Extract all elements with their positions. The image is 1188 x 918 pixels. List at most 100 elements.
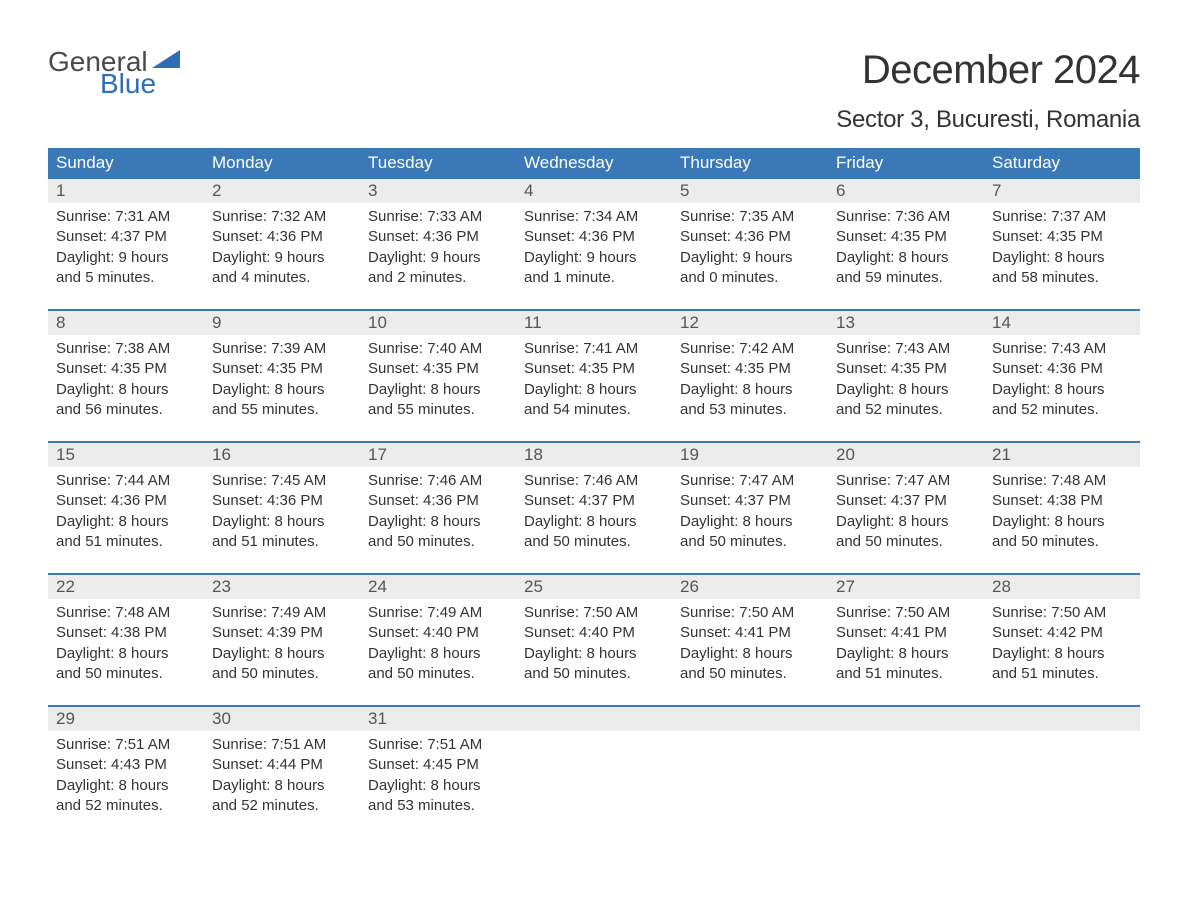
- day-cell: [984, 731, 1140, 819]
- day-cell-line: Daylight: 8 hours: [56, 776, 196, 796]
- day-cell: Sunrise: 7:46 AMSunset: 4:36 PMDaylight:…: [360, 467, 516, 555]
- day-cell-line: Sunrise: 7:41 AM: [524, 339, 664, 359]
- day-cell-line: Sunset: 4:36 PM: [524, 227, 664, 247]
- col-header-friday: Friday: [828, 148, 984, 179]
- day-cell-line: Daylight: 8 hours: [368, 776, 508, 796]
- day-cell-line: Sunset: 4:35 PM: [56, 359, 196, 379]
- day-cell-line: Daylight: 8 hours: [992, 248, 1132, 268]
- day-number: 30: [204, 707, 360, 731]
- day-cell: Sunrise: 7:36 AMSunset: 4:35 PMDaylight:…: [828, 203, 984, 291]
- day-cell-line: Sunrise: 7:51 AM: [368, 735, 508, 755]
- day-number-row: 22232425262728: [48, 575, 1140, 599]
- day-number-row: 15161718192021: [48, 443, 1140, 467]
- day-number: 3: [360, 179, 516, 203]
- day-cell-line: and 50 minutes.: [836, 532, 976, 552]
- page-subtitle: Sector 3, Bucuresti, Romania: [48, 106, 1140, 134]
- day-cell: Sunrise: 7:31 AMSunset: 4:37 PMDaylight:…: [48, 203, 204, 291]
- day-cell: Sunrise: 7:37 AMSunset: 4:35 PMDaylight:…: [984, 203, 1140, 291]
- day-cell-line: and 58 minutes.: [992, 268, 1132, 288]
- day-cells-row: Sunrise: 7:44 AMSunset: 4:36 PMDaylight:…: [48, 467, 1140, 555]
- day-cell: Sunrise: 7:40 AMSunset: 4:35 PMDaylight:…: [360, 335, 516, 423]
- day-number: 26: [672, 575, 828, 599]
- col-header-thursday: Thursday: [672, 148, 828, 179]
- day-cell-line: Sunrise: 7:35 AM: [680, 207, 820, 227]
- day-number: 24: [360, 575, 516, 599]
- day-cell-line: Sunrise: 7:38 AM: [56, 339, 196, 359]
- day-number: 18: [516, 443, 672, 467]
- day-cell: Sunrise: 7:33 AMSunset: 4:36 PMDaylight:…: [360, 203, 516, 291]
- day-cell-line: and 52 minutes.: [836, 400, 976, 420]
- day-cell-line: Daylight: 8 hours: [836, 380, 976, 400]
- day-cell-line: Sunset: 4:36 PM: [212, 227, 352, 247]
- day-cell: Sunrise: 7:48 AMSunset: 4:38 PMDaylight:…: [984, 467, 1140, 555]
- day-cell: Sunrise: 7:39 AMSunset: 4:35 PMDaylight:…: [204, 335, 360, 423]
- day-cell: Sunrise: 7:38 AMSunset: 4:35 PMDaylight:…: [48, 335, 204, 423]
- day-cell-line: and 52 minutes.: [56, 796, 196, 816]
- day-number-row: 891011121314: [48, 311, 1140, 335]
- day-cell-line: Sunset: 4:37 PM: [680, 491, 820, 511]
- day-cell-line: Daylight: 9 hours: [680, 248, 820, 268]
- day-cell-line: and 52 minutes.: [212, 796, 352, 816]
- day-cell-line: Sunrise: 7:47 AM: [836, 471, 976, 491]
- title-block: December 2024: [862, 48, 1140, 93]
- header-row: General Blue December 2024: [48, 48, 1140, 98]
- day-cell-line: Sunset: 4:38 PM: [992, 491, 1132, 511]
- day-cell-line: Daylight: 8 hours: [992, 644, 1132, 664]
- day-cell-line: Daylight: 9 hours: [524, 248, 664, 268]
- day-cell-line: Daylight: 8 hours: [524, 512, 664, 532]
- day-number-row: 293031: [48, 707, 1140, 731]
- col-header-sunday: Sunday: [48, 148, 204, 179]
- day-cell-line: Sunrise: 7:49 AM: [212, 603, 352, 623]
- day-cell-line: and 50 minutes.: [524, 664, 664, 684]
- day-cell: Sunrise: 7:42 AMSunset: 4:35 PMDaylight:…: [672, 335, 828, 423]
- day-cell: [828, 731, 984, 819]
- day-cell-line: Sunset: 4:35 PM: [992, 227, 1132, 247]
- day-number: 28: [984, 575, 1140, 599]
- day-number: [828, 707, 984, 731]
- day-number: 6: [828, 179, 984, 203]
- day-cells-row: Sunrise: 7:38 AMSunset: 4:35 PMDaylight:…: [48, 335, 1140, 423]
- day-cell-line: Sunrise: 7:51 AM: [56, 735, 196, 755]
- day-number: 11: [516, 311, 672, 335]
- week-row: 1234567Sunrise: 7:31 AMSunset: 4:37 PMDa…: [48, 179, 1140, 291]
- day-cell-line: Daylight: 8 hours: [680, 644, 820, 664]
- day-number: 10: [360, 311, 516, 335]
- day-number: 15: [48, 443, 204, 467]
- day-cell-line: Daylight: 8 hours: [56, 380, 196, 400]
- day-cell: Sunrise: 7:46 AMSunset: 4:37 PMDaylight:…: [516, 467, 672, 555]
- day-cell-line: and 56 minutes.: [56, 400, 196, 420]
- day-cell-line: Sunset: 4:35 PM: [836, 227, 976, 247]
- day-cell-line: Sunrise: 7:50 AM: [836, 603, 976, 623]
- day-cell-line: Daylight: 8 hours: [212, 380, 352, 400]
- page-title: December 2024: [862, 48, 1140, 93]
- day-cell: Sunrise: 7:41 AMSunset: 4:35 PMDaylight:…: [516, 335, 672, 423]
- day-cell-line: Sunrise: 7:40 AM: [368, 339, 508, 359]
- day-number: 16: [204, 443, 360, 467]
- day-cell-line: Sunrise: 7:46 AM: [368, 471, 508, 491]
- day-cell-line: Daylight: 8 hours: [368, 512, 508, 532]
- day-cell-line: Daylight: 9 hours: [212, 248, 352, 268]
- day-cells-row: Sunrise: 7:51 AMSunset: 4:43 PMDaylight:…: [48, 731, 1140, 819]
- day-cell-line: Sunrise: 7:43 AM: [836, 339, 976, 359]
- day-cell-line: Daylight: 8 hours: [56, 644, 196, 664]
- day-cell-line: Daylight: 8 hours: [836, 512, 976, 532]
- day-cell-line: Sunrise: 7:43 AM: [992, 339, 1132, 359]
- day-cell-line: Sunset: 4:36 PM: [212, 491, 352, 511]
- day-cell-line: and 50 minutes.: [56, 664, 196, 684]
- day-cell-line: Sunset: 4:41 PM: [680, 623, 820, 643]
- day-cell-line: Sunset: 4:37 PM: [836, 491, 976, 511]
- day-cell-line: Daylight: 8 hours: [212, 512, 352, 532]
- day-cell-line: Daylight: 8 hours: [212, 776, 352, 796]
- day-cell-line: Sunset: 4:41 PM: [836, 623, 976, 643]
- day-cell-line: Sunset: 4:40 PM: [368, 623, 508, 643]
- day-number: [984, 707, 1140, 731]
- day-number: 13: [828, 311, 984, 335]
- day-cell-line: and 4 minutes.: [212, 268, 352, 288]
- day-cell-line: Daylight: 8 hours: [680, 512, 820, 532]
- day-cell: Sunrise: 7:47 AMSunset: 4:37 PMDaylight:…: [672, 467, 828, 555]
- day-cell: [672, 731, 828, 819]
- day-number: 20: [828, 443, 984, 467]
- col-header-saturday: Saturday: [984, 148, 1140, 179]
- day-cell-line: Daylight: 8 hours: [524, 644, 664, 664]
- col-header-tuesday: Tuesday: [360, 148, 516, 179]
